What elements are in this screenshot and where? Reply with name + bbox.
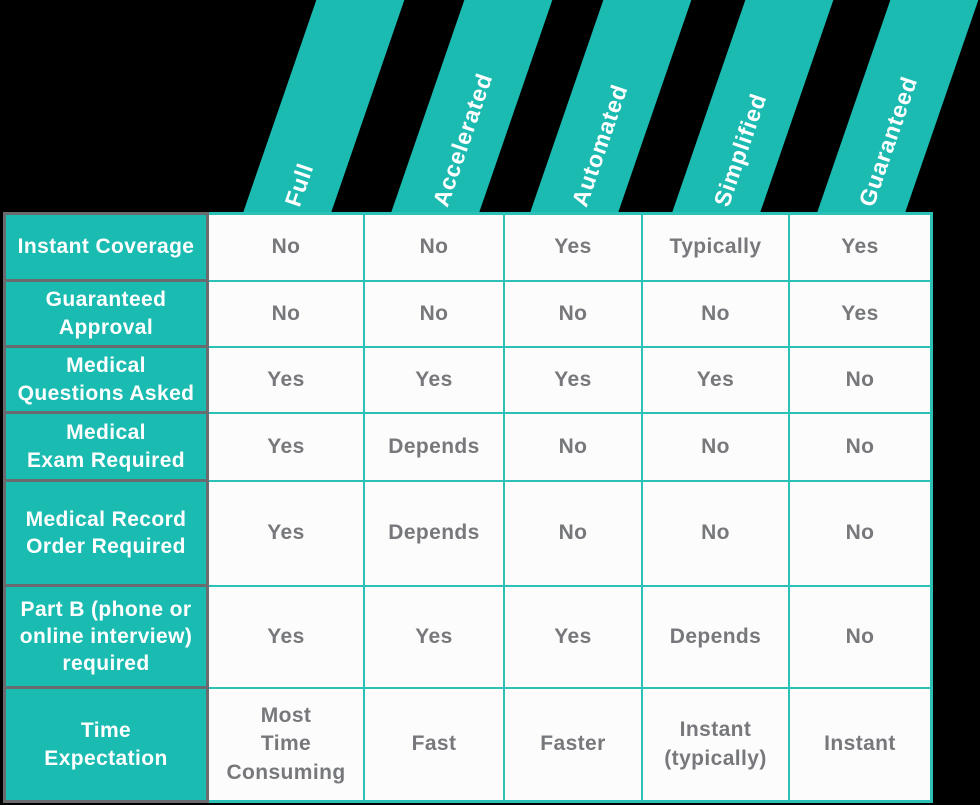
table-cell: Yes bbox=[209, 587, 365, 689]
table-cell: No bbox=[505, 282, 643, 348]
table-cell: No bbox=[643, 414, 790, 482]
table-cell: Yes bbox=[209, 348, 365, 414]
table-cell: Yes bbox=[209, 414, 365, 482]
ribbon-full bbox=[243, 0, 405, 213]
table-cell: Most Time Consuming bbox=[209, 689, 365, 803]
table-cell: No bbox=[505, 482, 643, 587]
table-cell: Faster bbox=[505, 689, 643, 803]
row-header-guaranteed-approval: Guaranteed Approval bbox=[3, 282, 209, 348]
table-cell: Depends bbox=[365, 482, 505, 587]
table-cell: Yes bbox=[505, 587, 643, 689]
table-cell: Instant (typically) bbox=[643, 689, 790, 803]
table-cell: Yes bbox=[643, 348, 790, 414]
table-cell: No bbox=[790, 482, 933, 587]
table-cell: Yes bbox=[790, 212, 933, 282]
row-header-medical-record-order-required: Medical Record Order Required bbox=[3, 482, 209, 587]
table-cell: Depends bbox=[643, 587, 790, 689]
table-cell: Depends bbox=[365, 414, 505, 482]
table-cell: Yes bbox=[365, 587, 505, 689]
table-cell: Yes bbox=[790, 282, 933, 348]
row-header-instant-coverage: Instant Coverage bbox=[3, 212, 209, 282]
ribbon-automated bbox=[530, 0, 692, 213]
table-cell: No bbox=[365, 282, 505, 348]
ribbon-accelerated bbox=[391, 0, 553, 213]
table-cell: Yes bbox=[365, 348, 505, 414]
table-cell: Instant bbox=[790, 689, 933, 803]
comparison-table: Instant Coverage No No Yes Typically Yes… bbox=[3, 212, 933, 803]
table-cell: Fast bbox=[365, 689, 505, 803]
row-header-medical-questions-asked: Medical Questions Asked bbox=[3, 348, 209, 414]
table-cell: No bbox=[790, 587, 933, 689]
table-cell: No bbox=[643, 482, 790, 587]
table-cell: Yes bbox=[505, 212, 643, 282]
row-header-time-expectation: Time Expectation bbox=[3, 689, 209, 803]
ribbon-simplified bbox=[672, 0, 834, 213]
table-cell: No bbox=[643, 282, 790, 348]
table-cell: No bbox=[790, 348, 933, 414]
table-cell: Typically bbox=[643, 212, 790, 282]
table-cell: No bbox=[505, 414, 643, 482]
ribbon-guaranteed bbox=[817, 0, 979, 213]
table-cell: No bbox=[790, 414, 933, 482]
table-cell: No bbox=[365, 212, 505, 282]
table-cell: No bbox=[209, 212, 365, 282]
table-cell: No bbox=[209, 282, 365, 348]
table-cell: Yes bbox=[209, 482, 365, 587]
row-header-part-b-interview-required: Part B (phone or online interview) requi… bbox=[3, 587, 209, 689]
row-header-medical-exam-required: Medical Exam Required bbox=[3, 414, 209, 482]
table-cell: Yes bbox=[505, 348, 643, 414]
